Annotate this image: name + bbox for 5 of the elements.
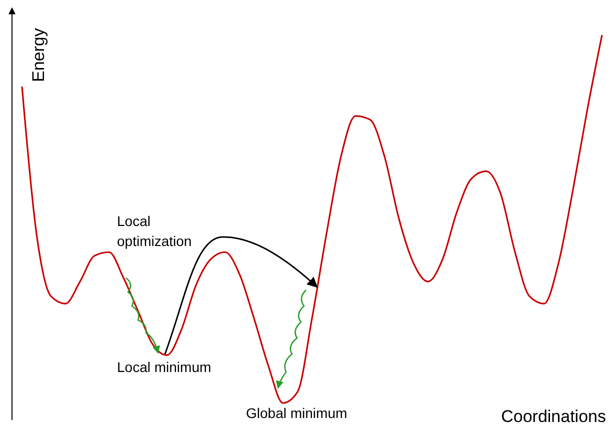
annotation: Local minimum xyxy=(117,359,212,375)
x-axis-title: Coordinations xyxy=(501,407,606,426)
annotation: Local optimization xyxy=(117,213,192,249)
text: Global minimum xyxy=(246,405,348,421)
y-axis-title: Energy xyxy=(29,28,48,82)
